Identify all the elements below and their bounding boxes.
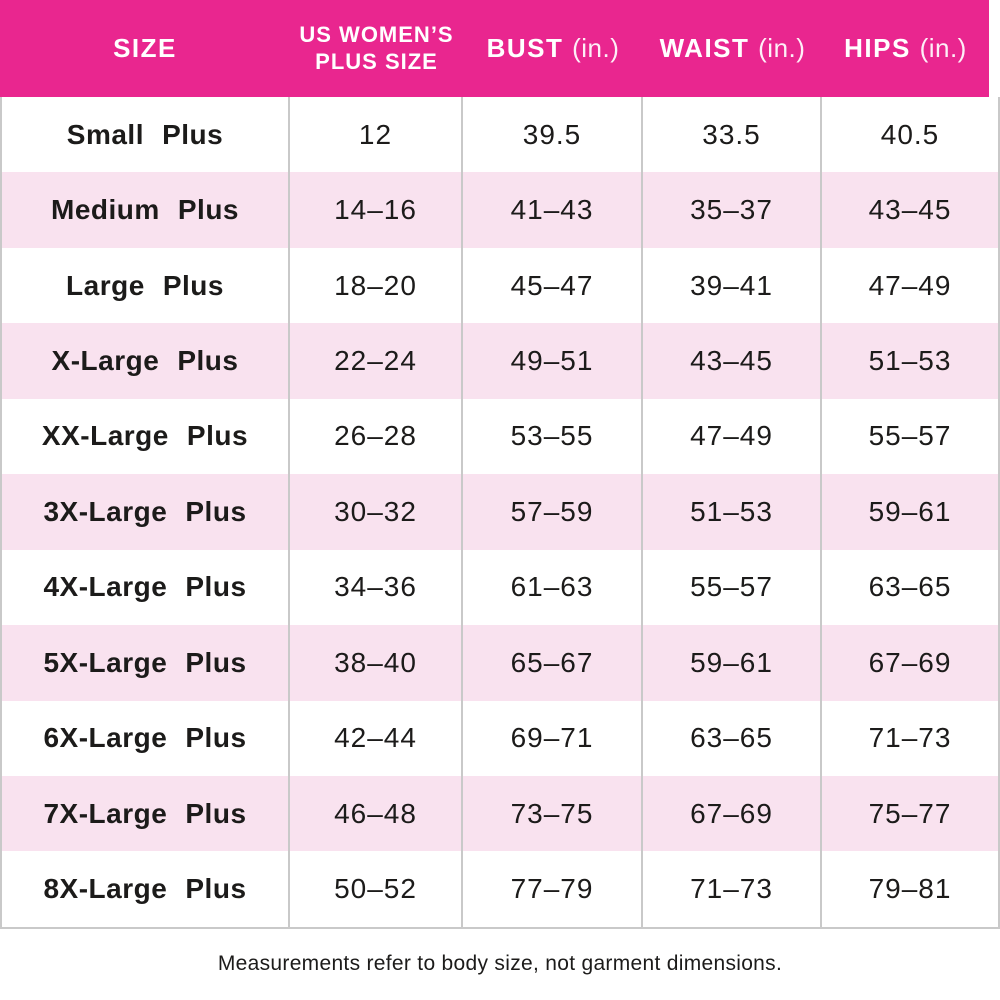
table-body: Small Plus 12 39.5 33.5 40.5 Medium Plus…: [0, 97, 1000, 929]
bust-cell: 61–63: [463, 549, 643, 626]
size-cell: XX-Large Plus: [2, 398, 290, 475]
column-header-waist: WAIST (in.): [643, 34, 822, 63]
column-header-waist-unit: (in.): [758, 33, 806, 64]
table-row: XX-Large Plus 26–28 53–55 47–49 55–57: [2, 398, 998, 475]
size-cell: Large Plus: [2, 247, 290, 324]
size-cell: 4X-Large Plus: [2, 549, 290, 626]
hips-cell: 59–61: [868, 495, 952, 527]
us-plus-size-cell: 30–32: [290, 474, 463, 550]
size-cell: X-Large Plus: [2, 323, 290, 399]
waist-cell: 71–73: [643, 851, 822, 927]
size-cell: Small Plus: [2, 97, 290, 173]
us-plus-size-cell: 50–52: [290, 851, 463, 927]
us-plus-size-cell: 12: [290, 97, 463, 173]
column-header-hips: HIPS (in.): [822, 34, 989, 63]
hips-cell: 40.5: [880, 118, 940, 150]
us-plus-size-cell: 22–24: [290, 323, 463, 399]
waist-cell: 59–61: [643, 625, 822, 701]
us-plus-size-cell: 14–16: [290, 172, 463, 248]
size-cell: 7X-Large Plus: [2, 775, 290, 852]
table-row: Small Plus 12 39.5 33.5 40.5: [2, 97, 998, 173]
table-header-row: SIZE US WOMEN’S PLUS SIZE BUST (in.) WAI…: [0, 0, 989, 97]
us-plus-size-cell: 38–40: [290, 625, 463, 701]
table-row: 7X-Large Plus 46–48 73–75 67–69 75–77: [2, 775, 998, 852]
us-plus-size-cell: 42–44: [290, 700, 463, 776]
bust-cell: 57–59: [463, 474, 643, 550]
hips-cell: 55–57: [868, 420, 952, 452]
column-header-bust-label: BUST: [486, 33, 564, 64]
bust-cell: 65–67: [463, 625, 643, 701]
bust-cell: 45–47: [463, 247, 643, 324]
column-header-us-line1: US WOMEN’S: [299, 22, 454, 48]
hips-cell: 51–53: [868, 345, 952, 377]
bust-cell: 77–79: [463, 851, 643, 927]
bust-cell: 49–51: [463, 323, 643, 399]
bust-cell: 53–55: [463, 398, 643, 475]
column-header-size-label: SIZE: [113, 33, 177, 64]
us-plus-size-cell: 26–28: [290, 398, 463, 475]
footer: Measurements refer to body size, not gar…: [0, 929, 1000, 1000]
column-header-size: SIZE: [0, 34, 290, 63]
table-row: Large Plus 18–20 45–47 39–41 47–49: [2, 247, 998, 324]
column-header-hips-label: HIPS: [844, 33, 911, 64]
bust-cell: 41–43: [463, 172, 643, 248]
table-row: 8X-Large Plus 50–52 77–79 71–73 79–81: [2, 851, 998, 927]
waist-cell: 63–65: [643, 700, 822, 776]
waist-cell: 47–49: [643, 398, 822, 475]
bust-cell: 39.5: [463, 97, 643, 173]
bust-cell: 69–71: [463, 700, 643, 776]
table-row: 3X-Large Plus 30–32 57–59 51–53 59–61: [2, 474, 998, 550]
column-header-bust-unit: (in.): [572, 33, 620, 64]
waist-cell: 67–69: [643, 775, 822, 852]
column-header-us-line2: PLUS SIZE: [315, 48, 438, 74]
hips-cell: 47–49: [868, 269, 952, 301]
hips-cell: 63–65: [868, 571, 952, 603]
size-cell: 8X-Large Plus: [2, 851, 290, 927]
waist-cell: 55–57: [643, 549, 822, 626]
hips-cell: 43–45: [868, 194, 952, 226]
bust-cell: 73–75: [463, 775, 643, 852]
waist-cell: 43–45: [643, 323, 822, 399]
measurement-footnote: Measurements refer to body size, not gar…: [217, 952, 783, 976]
table-row: Medium Plus 14–16 41–43 35–37 43–45: [2, 172, 998, 248]
table-row: 6X-Large Plus 42–44 69–71 63–65 71–73: [2, 700, 998, 776]
column-header-hips-unit: (in.): [919, 33, 967, 64]
size-cell: 6X-Large Plus: [2, 700, 290, 776]
size-cell: Medium Plus: [2, 172, 290, 248]
hips-cell: 71–73: [868, 722, 952, 754]
table-row: X-Large Plus 22–24 49–51 43–45 51–53: [2, 323, 998, 399]
us-plus-size-cell: 18–20: [290, 247, 463, 324]
hips-cell: 67–69: [868, 646, 952, 678]
size-cell: 5X-Large Plus: [2, 625, 290, 701]
column-header-us-plus-size: US WOMEN’S PLUS SIZE: [290, 22, 463, 75]
waist-cell: 51–53: [643, 474, 822, 550]
size-cell: 3X-Large Plus: [2, 474, 290, 550]
waist-cell: 35–37: [643, 172, 822, 248]
column-header-waist-label: WAIST: [659, 33, 750, 64]
hips-cell: 75–77: [868, 797, 952, 829]
us-plus-size-cell: 46–48: [290, 775, 463, 852]
us-plus-size-cell: 34–36: [290, 549, 463, 626]
table-row: 5X-Large Plus 38–40 65–67 59–61 67–69: [2, 625, 998, 701]
table-row: 4X-Large Plus 34–36 61–63 55–57 63–65: [2, 549, 998, 626]
waist-cell: 33.5: [643, 97, 822, 173]
waist-cell: 39–41: [643, 247, 822, 324]
column-header-bust: BUST (in.): [463, 34, 643, 63]
hips-cell: 79–81: [868, 873, 952, 905]
